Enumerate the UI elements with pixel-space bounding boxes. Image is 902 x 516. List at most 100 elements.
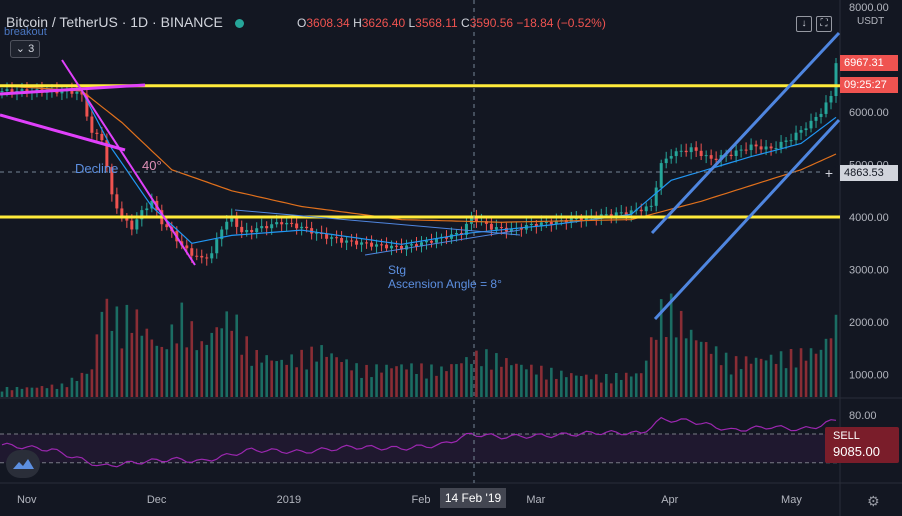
volume-bar bbox=[829, 338, 833, 397]
volume-bar bbox=[365, 364, 368, 397]
candle-body bbox=[824, 102, 828, 114]
candle-body bbox=[709, 155, 713, 159]
volume-bar bbox=[345, 359, 348, 397]
candle-body bbox=[90, 116, 94, 133]
candle-body bbox=[454, 232, 458, 235]
volume-bar bbox=[644, 360, 648, 397]
volume-bar bbox=[15, 386, 19, 397]
volume-bar bbox=[135, 309, 139, 397]
volume-bar bbox=[609, 383, 613, 397]
candle-body bbox=[834, 63, 838, 97]
indicators-toggle-button[interactable]: ⌄ 3 bbox=[10, 40, 40, 58]
rsi-tick-label: 80.00 bbox=[849, 410, 877, 422]
candle-body bbox=[614, 212, 618, 217]
candle-body bbox=[265, 226, 269, 229]
candle-body bbox=[779, 141, 783, 149]
volume-bar bbox=[430, 364, 433, 397]
candle-body bbox=[385, 244, 389, 249]
candle-body bbox=[549, 222, 553, 225]
volume-bar bbox=[60, 383, 64, 397]
candle-body bbox=[629, 210, 633, 215]
volume-bar bbox=[624, 372, 628, 397]
tradingview-logo[interactable] bbox=[6, 450, 40, 478]
candle-body bbox=[664, 158, 668, 164]
ohlc-values: O3608.34 H3626.40 L3568.11 C3590.56 −18.… bbox=[297, 16, 606, 30]
volume-bar bbox=[769, 354, 773, 397]
sell-button[interactable]: SELL 9085.00 bbox=[825, 427, 899, 463]
candle-body bbox=[809, 120, 813, 129]
volume-bar bbox=[495, 353, 498, 397]
fullscreen-button[interactable]: ⛶ bbox=[816, 16, 832, 32]
candle-body bbox=[429, 240, 433, 243]
symbol-header[interactable]: Bitcoin / TetherUS · 1D · BINANCE bbox=[6, 14, 254, 30]
volume-bar bbox=[674, 337, 678, 397]
candle-body bbox=[769, 146, 773, 149]
settings-gear-icon[interactable]: ⚙ bbox=[867, 493, 880, 509]
candle-body bbox=[669, 156, 673, 159]
volume-bar bbox=[405, 369, 408, 397]
wave-logo-icon bbox=[13, 459, 34, 469]
decline-line-steep bbox=[61, 59, 196, 266]
candle-body bbox=[624, 212, 628, 215]
close-label: C bbox=[461, 16, 470, 30]
candle-body bbox=[744, 149, 748, 151]
candle-body bbox=[419, 242, 423, 247]
down-arrow-button[interactable]: ↓ bbox=[796, 16, 812, 32]
volume-bar bbox=[709, 353, 713, 397]
volume-bar bbox=[589, 379, 593, 397]
volume-bar bbox=[664, 337, 668, 397]
volume-bar bbox=[380, 372, 383, 397]
volume-bar bbox=[649, 337, 653, 397]
volume-bar bbox=[245, 336, 249, 397]
candle-body bbox=[699, 150, 703, 157]
volume-bar bbox=[50, 384, 54, 397]
decline-angle-annotation: 40° bbox=[142, 158, 162, 173]
volume-bar bbox=[689, 329, 693, 397]
volume-bar bbox=[779, 351, 783, 397]
volume-bar bbox=[714, 346, 718, 397]
volume-bar bbox=[355, 363, 358, 397]
candle-body bbox=[739, 149, 743, 151]
candle-body bbox=[789, 140, 793, 142]
channel-lower-line bbox=[653, 118, 841, 321]
volume-bar bbox=[360, 377, 363, 397]
candle-body bbox=[714, 158, 718, 160]
volume-bar bbox=[350, 370, 353, 397]
volume-bar bbox=[375, 364, 378, 397]
candle-body bbox=[674, 151, 678, 157]
consolidation-line-lower bbox=[364, 229, 521, 256]
candle-body bbox=[390, 245, 394, 249]
sell-label: SELL bbox=[833, 430, 860, 442]
volume-bar bbox=[619, 379, 623, 397]
candle-body bbox=[350, 240, 354, 242]
candle-body bbox=[754, 144, 758, 147]
volume-bar bbox=[150, 339, 154, 397]
candle-body bbox=[225, 221, 229, 230]
volume-bar bbox=[485, 349, 488, 397]
volume-bar bbox=[85, 373, 89, 397]
volume-bar bbox=[604, 373, 608, 397]
exchange: BINANCE bbox=[160, 14, 223, 30]
interval[interactable]: 1D bbox=[130, 14, 149, 30]
candle-body bbox=[80, 91, 84, 95]
currency-label: USDT bbox=[857, 16, 885, 27]
candle-body bbox=[305, 226, 309, 229]
volume-bar bbox=[639, 373, 643, 397]
candle-body bbox=[639, 209, 643, 212]
candle-body bbox=[130, 220, 134, 230]
volume-bar bbox=[40, 386, 44, 397]
candle-body bbox=[275, 222, 279, 225]
candle-body bbox=[260, 226, 264, 229]
candle-body bbox=[0, 91, 4, 92]
add-alert-button[interactable]: + bbox=[822, 166, 836, 180]
breakout-line bbox=[0, 83, 146, 96]
volume-bar bbox=[565, 377, 568, 397]
candle-body bbox=[534, 223, 538, 227]
time-tick-label: Mar bbox=[526, 494, 545, 506]
moving-average-slow bbox=[1, 85, 837, 223]
candle-body bbox=[519, 227, 523, 230]
volume-bar bbox=[525, 369, 528, 397]
candle-body bbox=[489, 223, 493, 230]
candle-body bbox=[684, 150, 688, 153]
